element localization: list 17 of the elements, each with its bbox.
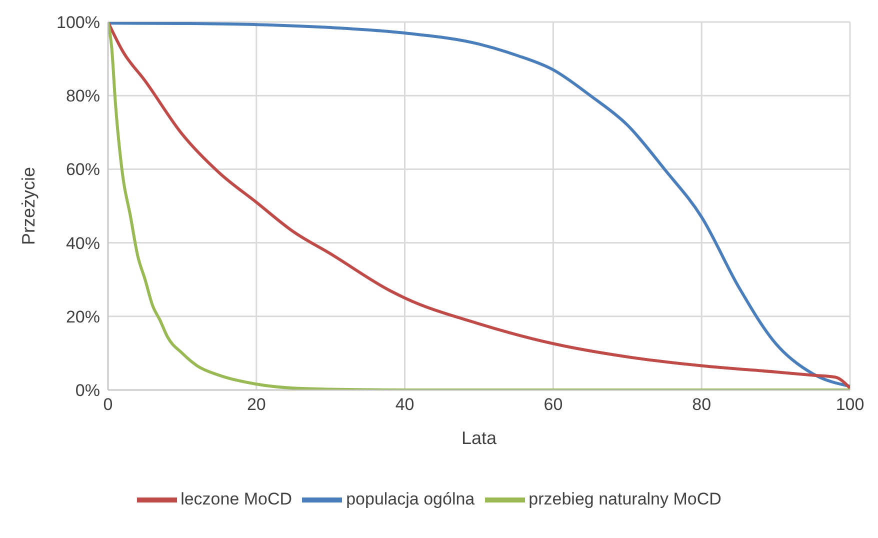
y-tick-label: 80% [66, 86, 100, 106]
x-tick-label: 100 [836, 395, 864, 414]
legend-label: przebieg naturalny MoCD [528, 489, 722, 508]
x-tick-label: 60 [544, 395, 563, 414]
x-tick-label: 0 [103, 395, 113, 414]
x-tick-label: 20 [246, 395, 266, 414]
y-tick-label: 0% [75, 381, 100, 400]
x-tick-label: 80 [692, 395, 712, 414]
y-tick-label: 40% [66, 234, 100, 253]
legend-label: populacja ogólna [346, 489, 475, 508]
x-axis-title: Lata [461, 428, 498, 448]
y-tick-label: 100% [56, 13, 100, 32]
y-tick-label: 20% [66, 307, 100, 326]
x-tick-label: 40 [395, 395, 414, 414]
y-tick-label: 60% [66, 160, 100, 180]
y-axis-title: Przeżycie [18, 166, 38, 246]
legend-label: leczone MoCD [180, 489, 292, 508]
